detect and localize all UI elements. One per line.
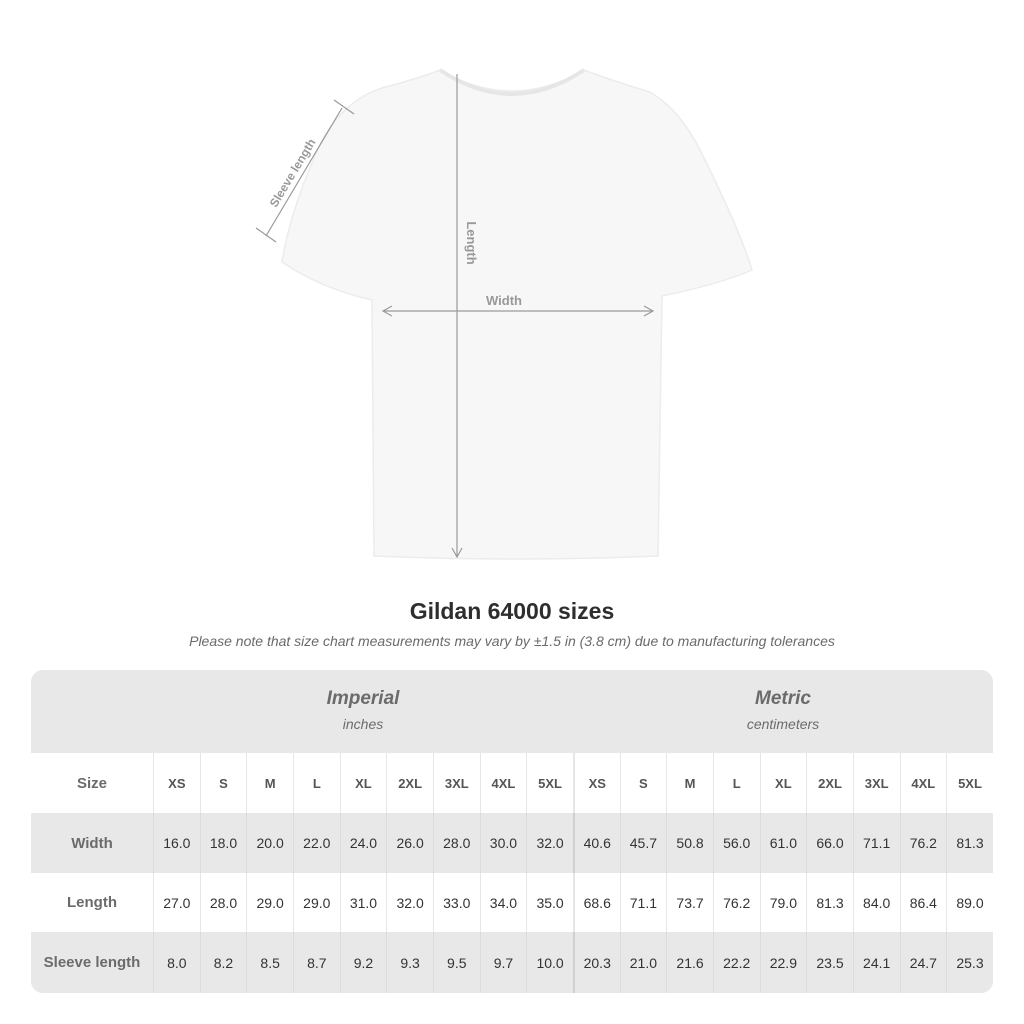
table-cell: 50.8 xyxy=(666,813,713,873)
size-header-cell: XL xyxy=(759,753,807,813)
table-cell: 86.4 xyxy=(899,873,947,932)
size-header-cell: 5XL xyxy=(946,753,993,813)
table-cell: 79.0 xyxy=(759,873,807,932)
size-header-cell: 4XL xyxy=(899,753,947,813)
table-cell: 61.0 xyxy=(759,813,807,873)
table-cell: 71.1 xyxy=(852,813,900,873)
size-header-cell: 2XL xyxy=(806,753,853,813)
table-row: Width 16.0 18.0 20.0 22.0 24.0 26.0 28.0 30.0 32.… xyxy=(31,813,993,873)
table-cell: 9.5 xyxy=(432,932,480,993)
table-cell: 9.2 xyxy=(339,932,387,993)
width-label: Width xyxy=(486,293,522,308)
row-label: Sleeve length xyxy=(43,954,141,971)
table-cell: 89.0 xyxy=(946,873,993,932)
table-cell: 31.0 xyxy=(339,873,387,932)
size-header-cell: S xyxy=(619,753,667,813)
table-row: Sleeve length 8.0 8.2 8.5 8.7 9.2 9.3 9.5 9.7 10.… xyxy=(31,932,993,993)
size-header-cell: XS xyxy=(153,753,200,813)
row-label: Length xyxy=(67,894,117,911)
table-cell: 28.0 xyxy=(199,873,247,932)
table-cell: 16.0 xyxy=(153,813,200,873)
table-cell: 32.0 xyxy=(526,813,573,873)
table-cell: 84.0 xyxy=(852,873,900,932)
table-cell: 25.3 xyxy=(946,932,993,993)
table-cell: 24.0 xyxy=(339,813,387,873)
size-header-cell: 3XL xyxy=(852,753,900,813)
table-cell: 32.0 xyxy=(386,873,433,932)
size-header-cell: L xyxy=(712,753,760,813)
tolerance-note: Please note that size chart measurements… xyxy=(189,633,835,649)
table-cell: 9.7 xyxy=(479,932,527,993)
table-cell: 30.0 xyxy=(479,813,527,873)
size-table: Imperial inches Metric centimeters Size X… xyxy=(31,670,993,993)
row-label: Size xyxy=(76,774,107,792)
metric-label: Metric xyxy=(755,688,811,709)
tshirt-diagram: Sleeve length Length Width xyxy=(255,68,753,560)
size-header-cell: 3XL xyxy=(432,753,480,813)
table-cell: 22.0 xyxy=(292,813,340,873)
table-cell: 21.0 xyxy=(619,932,667,993)
table-cell: 73.7 xyxy=(666,873,713,932)
table-cell: 20.0 xyxy=(246,813,293,873)
size-header-cell: M xyxy=(666,753,713,813)
table-cell: 20.3 xyxy=(572,932,620,993)
size-header-cell: XL xyxy=(339,753,387,813)
table-cell: 24.7 xyxy=(899,932,947,993)
table-cell: 22.2 xyxy=(712,932,760,993)
table-cell: 8.2 xyxy=(199,932,247,993)
table-cell: 40.6 xyxy=(572,813,620,873)
length-label: Length xyxy=(464,221,479,264)
size-header-cell: 4XL xyxy=(479,753,527,813)
table-cell: 8.5 xyxy=(246,932,293,993)
size-header-cell: L xyxy=(292,753,340,813)
table-cell: 9.3 xyxy=(386,932,433,993)
table-cell: 76.2 xyxy=(712,873,760,932)
size-header-row: Size XS S M L XL 2XL 3XL 4XL 5XL XS S M L XL 2XL 3XL 4XL 5… xyxy=(31,753,993,813)
table-row: Length 27.0 28.0 29.0 29.0 31.0 32.0 33.0 34.0 35… xyxy=(31,873,993,932)
table-cell: 66.0 xyxy=(806,813,853,873)
size-header-cell: 2XL xyxy=(386,753,433,813)
page-title: Gildan 64000 sizes xyxy=(409,598,615,624)
measurement-arrows xyxy=(255,74,655,559)
table-cell: 33.0 xyxy=(432,873,480,932)
size-header-cell: XS xyxy=(572,753,620,813)
table-cell: 28.0 xyxy=(432,813,480,873)
imperial-header: Imperial inches xyxy=(153,670,573,753)
table-cell: 27.0 xyxy=(153,873,200,932)
imperial-label: Imperial xyxy=(326,688,400,709)
table-cell: 56.0 xyxy=(712,813,760,873)
table-cell: 81.3 xyxy=(806,873,853,932)
size-header-cell: 5XL xyxy=(526,753,573,813)
imperial-unit: inches xyxy=(342,716,384,732)
tshirt-image xyxy=(281,69,753,560)
table-cell: 68.6 xyxy=(572,873,620,932)
table-cell: 29.0 xyxy=(292,873,340,932)
table-cell: 34.0 xyxy=(479,873,527,932)
table-cell: 21.6 xyxy=(666,932,713,993)
table-cell: 23.5 xyxy=(806,932,853,993)
table-cell: 24.1 xyxy=(852,932,900,993)
size-header-cell: M xyxy=(246,753,293,813)
metric-unit: centimeters xyxy=(746,716,820,732)
table-cell: 81.3 xyxy=(946,813,993,873)
row-label: Width xyxy=(71,834,113,852)
table-cell: 76.2 xyxy=(899,813,947,873)
table-cell: 22.9 xyxy=(759,932,807,993)
table-cell: 35.0 xyxy=(526,873,573,932)
table-cell: 18.0 xyxy=(199,813,247,873)
table-cell: 45.7 xyxy=(619,813,667,873)
table-cell: 8.7 xyxy=(292,932,340,993)
size-header-cell: S xyxy=(199,753,247,813)
table-cell: 8.0 xyxy=(153,932,200,993)
table-cell: 26.0 xyxy=(386,813,433,873)
table-cell: 71.1 xyxy=(619,873,667,932)
metric-header: Metric centimeters xyxy=(573,670,993,753)
table-cell: 10.0 xyxy=(526,932,573,993)
table-cell: 29.0 xyxy=(246,873,293,932)
